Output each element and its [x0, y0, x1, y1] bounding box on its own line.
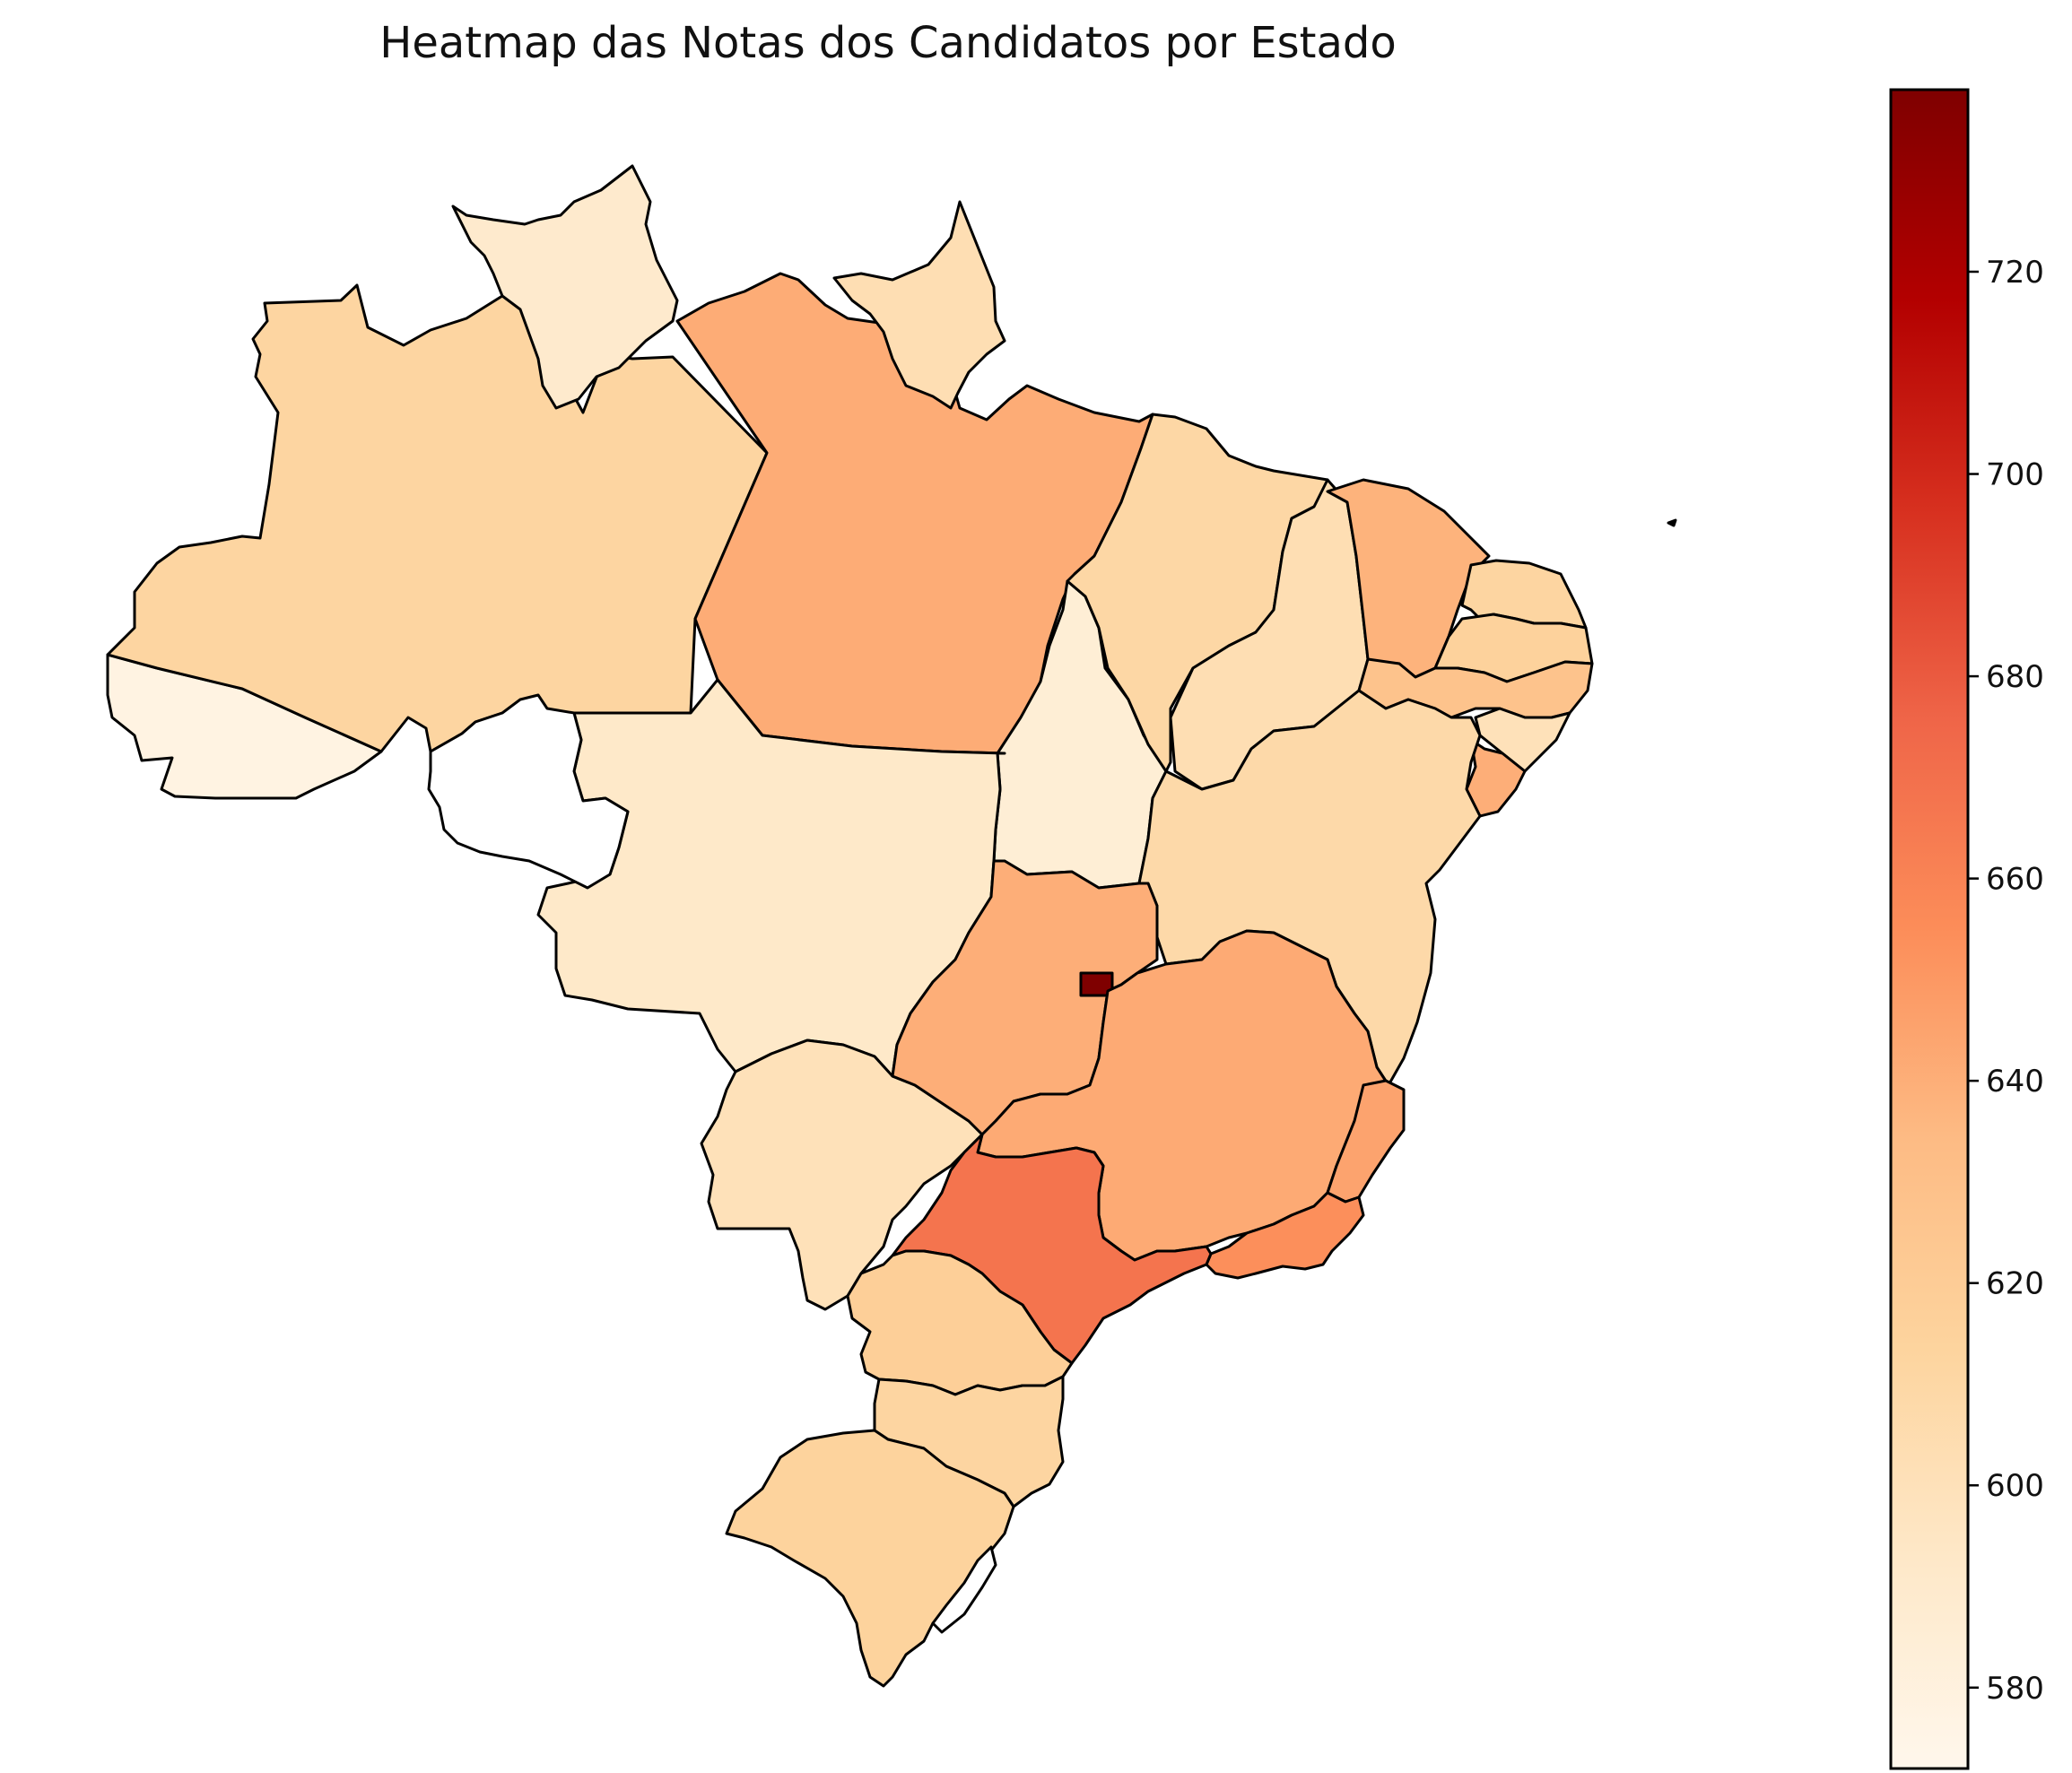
state-rj [1205, 1191, 1365, 1280]
colorbar-ticks: 580 600 620 640 660 680 700 720 [1968, 255, 2044, 1707]
colorbar-tick-label: 620 [1986, 1266, 2044, 1302]
colorbar-tick-label: 680 [1986, 659, 2044, 695]
colorbar-tick-label: 600 [1986, 1468, 2044, 1504]
colorbar-tick-label: 580 [1986, 1671, 2044, 1707]
island-speck [1667, 518, 1677, 527]
colorbar-gradient [1889, 88, 1970, 1770]
state-se [1465, 738, 1527, 818]
colorbar-tick-label: 640 [1986, 1064, 2044, 1099]
colorbar: 580 600 620 640 660 680 700 720 [1889, 88, 2044, 1770]
chart-title: Heatmap das Notas dos Candidatos por Est… [379, 18, 1397, 68]
state-al [1474, 707, 1571, 773]
state-ap [832, 200, 1006, 410]
colorbar-tick-label: 720 [1986, 255, 2044, 291]
state-rs [725, 1429, 1015, 1688]
state-ro [427, 693, 630, 890]
colorbar-tick-label: 660 [1986, 862, 2044, 898]
colorbar-tick-label: 700 [1986, 457, 2044, 493]
lagoon [931, 1545, 997, 1634]
state-rr [451, 164, 679, 410]
states-layer [106, 164, 1677, 1688]
